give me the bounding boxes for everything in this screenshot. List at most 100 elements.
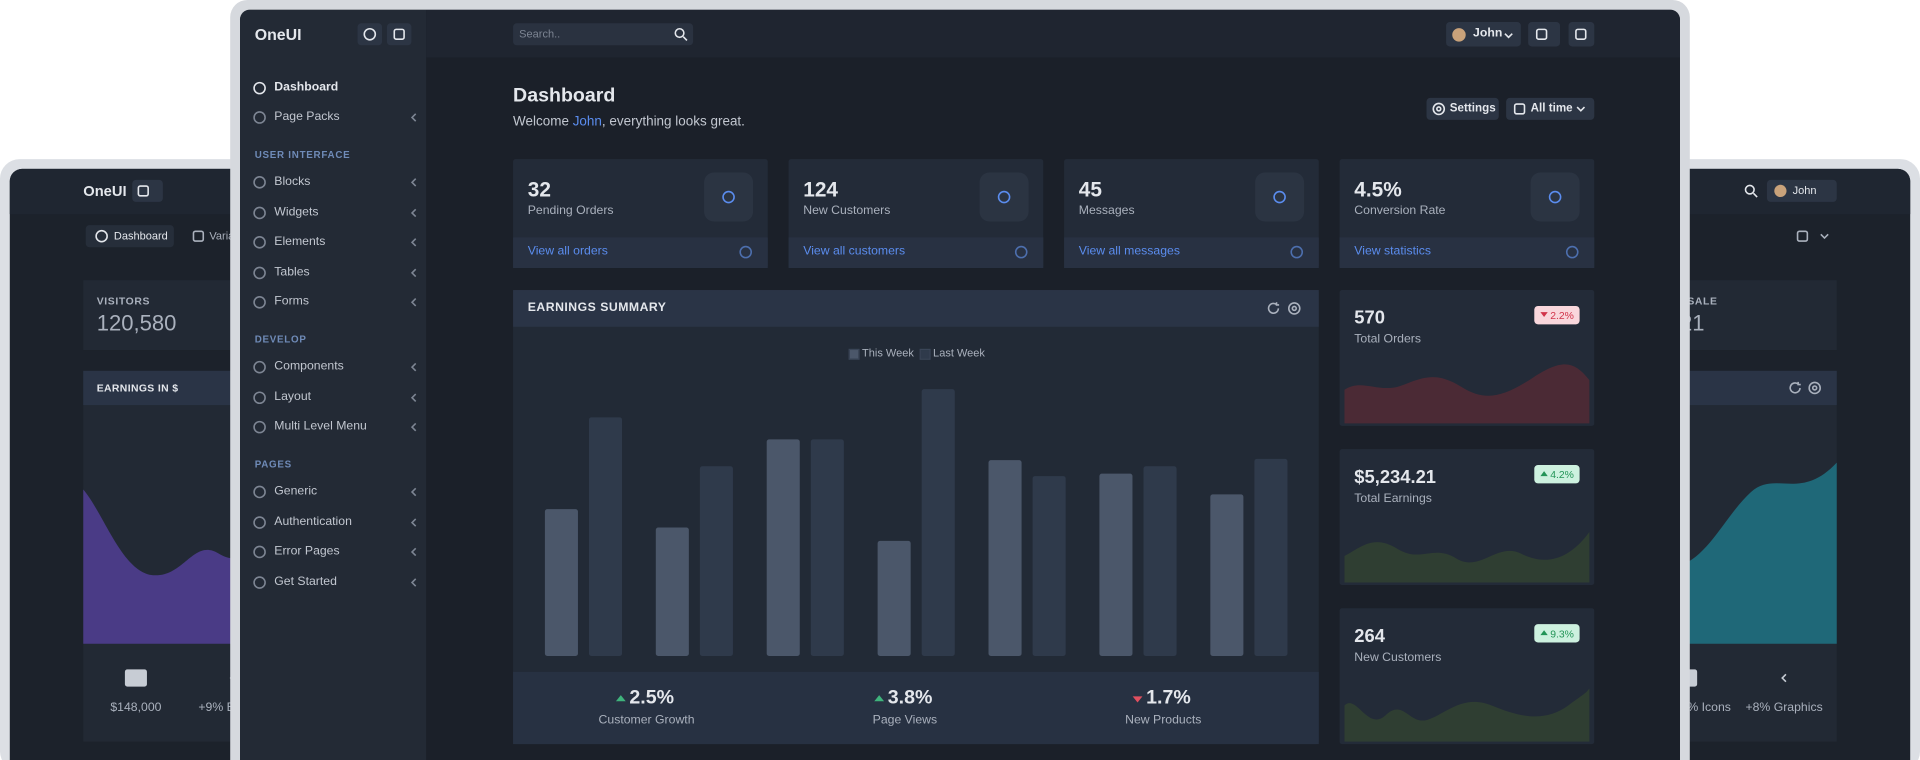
bar [921,389,955,656]
trend-arrow-shape [874,695,885,702]
sidebar-heading: USER INTERFACE [254,149,351,161]
sidebar-item[interactable]: Generic [274,484,318,499]
sidebar-item[interactable]: Forms [274,294,309,309]
range-button[interactable] [1506,97,1595,120]
sidebar-item[interactable]: Dashboard [274,80,339,95]
icon-shape [253,265,266,279]
bar [988,460,1022,656]
welcome-suffix: , everything looks great. [601,114,745,130]
sidebar-item[interactable]: Components [274,359,344,374]
nav-pill[interactable] [85,225,174,248]
stat-icon-bg [704,172,754,222]
chart-card [513,290,1319,745]
stat-link[interactable]: View all orders [527,244,608,259]
icon [410,208,417,217]
stat-card-footer [1064,237,1319,269]
icon-shape [393,28,405,40]
welcome-text: Welcome John, everything looks great. [513,114,745,130]
stat-label: Conversion Rate [1354,204,1446,218]
icon-shape [410,298,417,307]
footer-value: 3.8% [887,687,933,709]
stat-link[interactable]: View statistics [1354,244,1431,259]
icon [410,517,417,527]
icon-shape [1535,28,1548,40]
change-value: 9.3% [1550,627,1574,640]
stat-card-footer [513,237,768,269]
stat-link[interactable]: View all messages [1078,244,1180,259]
icon-shape [1811,385,1818,391]
stat-label: New Customers [803,204,891,218]
bell-button[interactable] [1528,22,1561,47]
icon-shape [410,208,417,217]
icon [1432,102,1446,116]
sidebar-heading: PAGES [254,458,292,470]
flag-button[interactable] [386,23,412,46]
stat-link[interactable]: View all customers [803,244,906,259]
icon [253,485,266,499]
icon-shape [1432,102,1446,116]
settings-button[interactable] [1426,97,1499,120]
trend-arrow [615,695,626,702]
icon [410,422,417,432]
icon [997,190,1011,204]
sidebar-item[interactable]: Authentication [274,514,352,529]
icon [410,178,417,187]
icon [1744,184,1758,198]
icon-shape [1781,673,1787,683]
sparkline [1344,364,1590,424]
sidebar-item[interactable]: Layout [274,389,312,404]
icon-shape [1565,245,1579,259]
bar [877,540,911,656]
trend-arrow-shape [615,695,626,702]
bar [810,439,844,656]
sidebar-item[interactable]: Blocks [274,175,311,189]
icon-shape [722,190,735,204]
icon [253,206,266,219]
sidebar [240,9,427,760]
icon-shape [1436,106,1442,112]
nav-item[interactable]: Dashboard [113,229,168,242]
icon-shape [1290,245,1304,259]
icon-shape [410,392,417,402]
brand: OneUI [83,182,127,200]
stat-label: Pending Orders [527,204,614,218]
icon-shape [95,229,108,243]
sparkline-area [1344,688,1590,742]
icon-shape [253,81,266,95]
user-name: John [1473,26,1503,41]
trend-arrow [1540,630,1548,636]
bar [588,417,623,656]
trend-arrow-shape [1540,312,1548,317]
icon [1513,103,1526,115]
icon [137,185,149,197]
icon-shape [1287,302,1301,315]
sidebar-item[interactable]: Elements [274,234,326,249]
sidebar-item[interactable]: Page Packs [274,110,340,124]
sidebar-item[interactable]: Get Started [274,574,337,589]
icon-shape [253,420,266,434]
legend-swatch [919,348,931,360]
trend-arrow-shape [1540,471,1548,477]
icon [253,176,266,189]
trend-arrow [874,695,885,702]
sidebar-item[interactable]: Tables [274,264,310,279]
icon [253,390,266,404]
search-box[interactable] [513,23,694,46]
side-label: Total Earnings [1354,491,1432,506]
icon [410,298,417,307]
icon [393,28,405,40]
theme-button[interactable] [357,23,383,46]
legend-label: Last Week [933,346,985,360]
bar [1099,473,1133,656]
icon [1808,381,1822,395]
icon-shape [253,545,266,559]
trend-arrow-shape [1132,696,1143,703]
icon [253,515,266,529]
sidebar-item[interactable]: Error Pages [274,544,340,559]
sidebar-item[interactable]: Multi Level Menu [274,419,367,434]
menu-button[interactable] [1568,22,1595,47]
icon [1576,106,1586,112]
icon-shape [1267,302,1280,314]
sidebar-item[interactable]: Widgets [274,204,319,219]
